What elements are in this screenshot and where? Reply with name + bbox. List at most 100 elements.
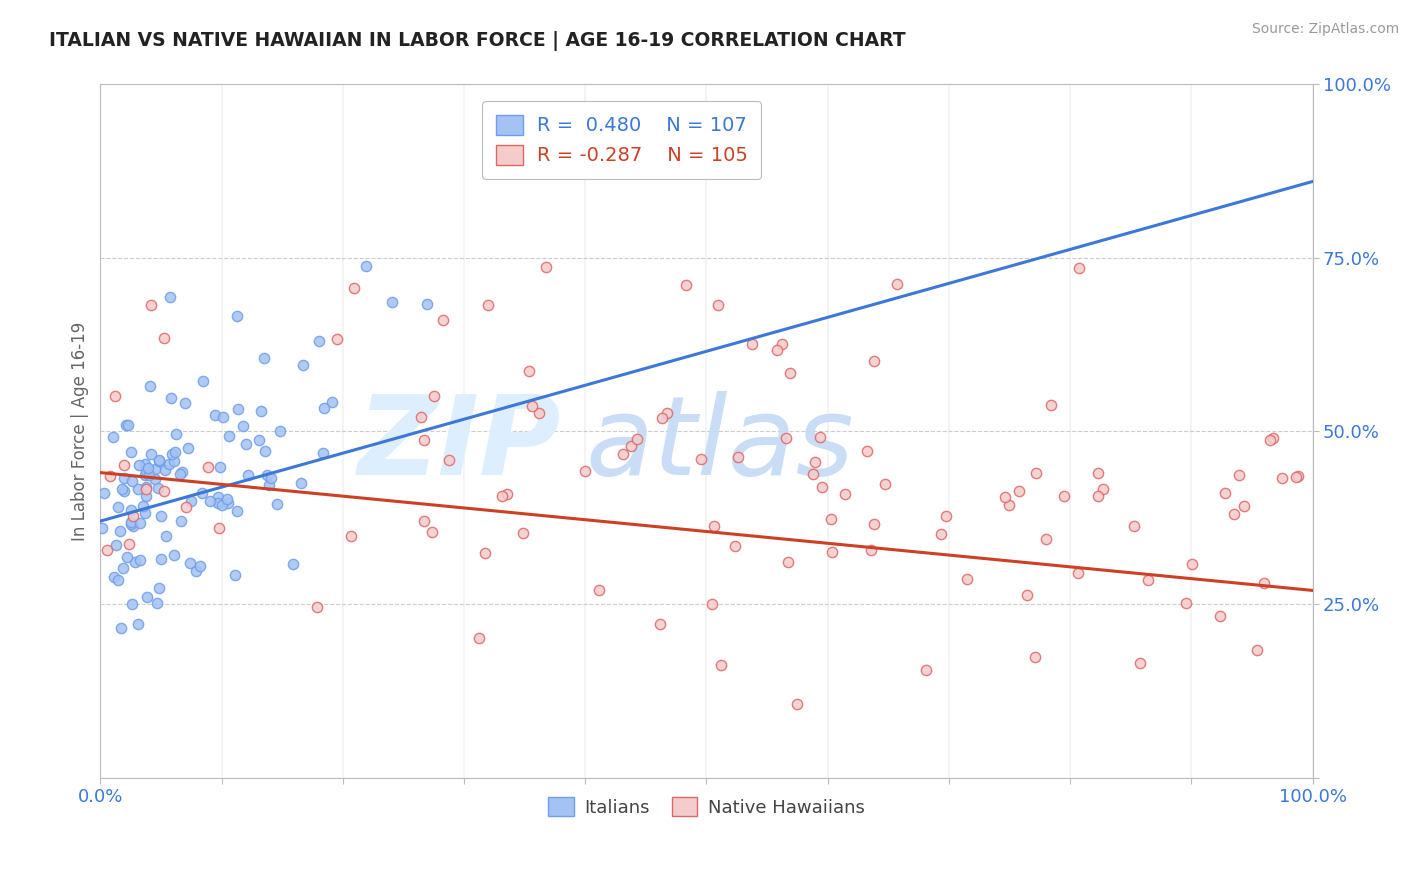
Point [91, 521, 114, 535]
Point [139, 446, 162, 460]
Point [811, 480, 834, 494]
Point [343, 281, 366, 295]
Point [112, 471, 135, 485]
Point [235, 436, 257, 450]
Point [215, 492, 238, 507]
Point [101, 430, 124, 444]
Point [862, 353, 884, 368]
Point [134, 468, 156, 483]
Point [179, 556, 201, 570]
Point [354, 259, 377, 273]
Point [710, 658, 733, 673]
Point [1087, 466, 1109, 480]
Point [1227, 468, 1250, 483]
Point [1263, 431, 1285, 445]
Point [122, 509, 145, 524]
Text: ZIP: ZIP [357, 392, 561, 499]
Point [257, 477, 280, 491]
Point [474, 546, 496, 560]
Point [191, 374, 214, 388]
Point [620, 439, 643, 453]
Point [198, 494, 221, 508]
Point [176, 442, 198, 456]
Point [801, 467, 824, 482]
Point [703, 518, 725, 533]
Point [159, 289, 181, 303]
Point [412, 514, 434, 528]
Point [1067, 566, 1090, 580]
Point [856, 444, 879, 458]
Point [107, 573, 129, 587]
Point [1271, 471, 1294, 485]
Point [111, 561, 134, 575]
Point [143, 462, 166, 476]
Point [776, 555, 799, 569]
Point [308, 334, 330, 348]
Point [290, 475, 312, 490]
Point [107, 500, 129, 515]
Point [312, 401, 335, 415]
Point [153, 463, 176, 477]
Point [120, 516, 142, 530]
Point [134, 457, 156, 471]
Point [612, 447, 634, 461]
Point [1129, 656, 1152, 670]
Point [148, 453, 170, 467]
Point [1223, 507, 1246, 521]
Point [689, 452, 711, 467]
Point [148, 581, 170, 595]
Point [834, 487, 856, 501]
Point [118, 537, 141, 551]
Point [224, 568, 246, 582]
Point [163, 548, 186, 562]
Point [1053, 489, 1076, 503]
Point [381, 295, 404, 310]
Point [1024, 649, 1046, 664]
Point [886, 277, 908, 291]
Point [477, 298, 499, 312]
Point [180, 493, 202, 508]
Point [775, 431, 797, 445]
Point [291, 358, 314, 372]
Point [121, 518, 143, 533]
Point [512, 525, 534, 540]
Point [120, 502, 142, 516]
Point [956, 572, 979, 586]
Point [135, 480, 157, 494]
Point [651, 410, 673, 425]
Point [174, 500, 197, 514]
Point [321, 395, 343, 409]
Point [127, 616, 149, 631]
Point [160, 391, 183, 405]
Point [432, 313, 454, 327]
Point [208, 521, 231, 535]
Point [1181, 558, 1204, 572]
Point [100, 468, 122, 483]
Point [169, 467, 191, 481]
Point [411, 410, 433, 425]
Point [104, 389, 127, 403]
Point [325, 332, 347, 346]
Point [307, 600, 329, 615]
Point [269, 424, 291, 438]
Point [153, 331, 176, 345]
Point [111, 482, 134, 496]
Point [149, 551, 172, 566]
Point [135, 464, 157, 478]
Point [250, 404, 273, 418]
Point [128, 458, 150, 472]
Point [1008, 483, 1031, 498]
Point [517, 364, 540, 378]
Text: ITALIAN VS NATIVE HAWAIIAN IN LABOR FORCE | AGE 16-19 CORRELATION CHART: ITALIAN VS NATIVE HAWAIIAN IN LABOR FORC… [49, 31, 905, 51]
Point [225, 310, 247, 324]
Point [1015, 588, 1038, 602]
Point [129, 516, 152, 530]
Point [724, 539, 747, 553]
Point [821, 545, 844, 559]
Point [103, 570, 125, 584]
Point [236, 467, 259, 482]
Point [134, 506, 156, 520]
Point [266, 497, 288, 511]
Point [120, 516, 142, 531]
Point [281, 557, 304, 571]
